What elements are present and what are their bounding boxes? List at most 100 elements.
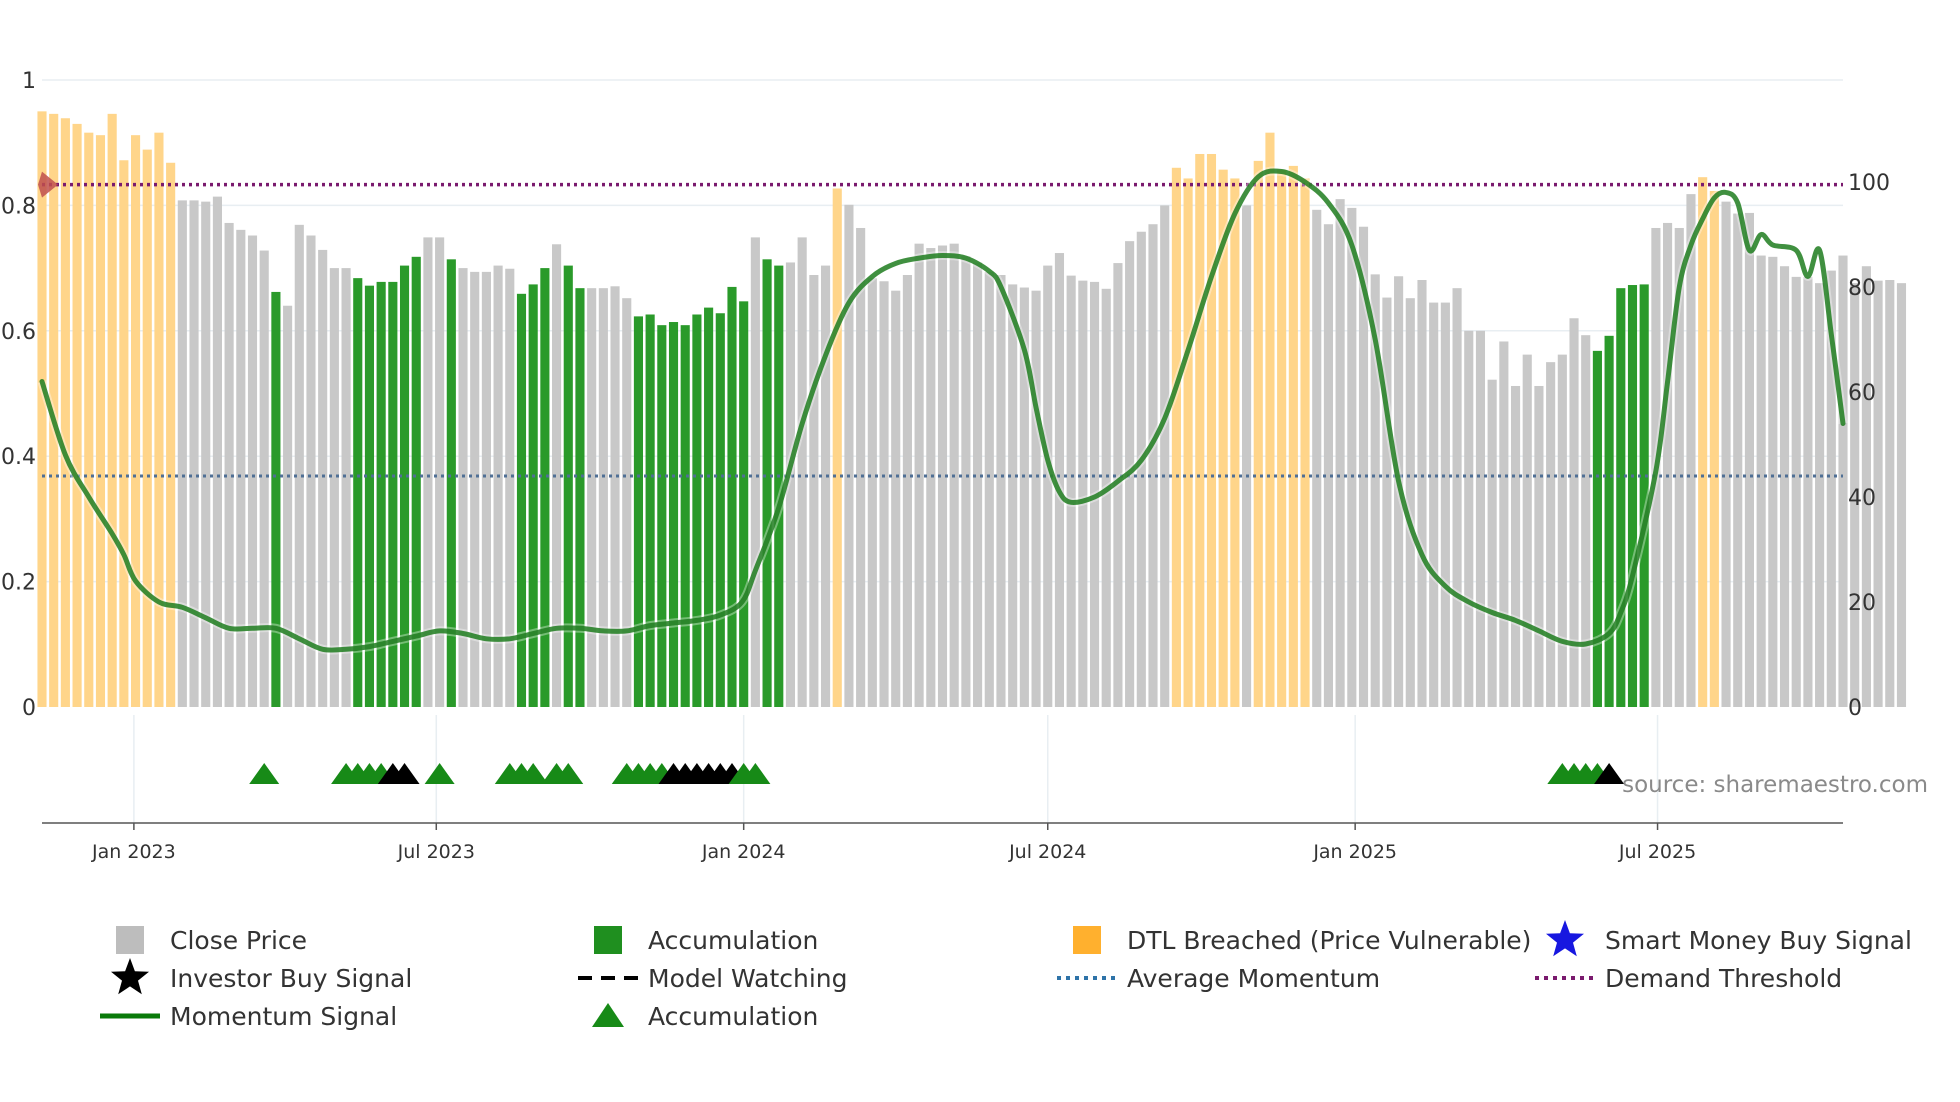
y-left-tick-label: 0.6 (1, 320, 36, 345)
y-left-tick-label: 0 (22, 696, 36, 721)
bar-close (236, 229, 246, 707)
bar-close (201, 201, 211, 707)
bar-close (797, 237, 807, 707)
bar-dtl (1253, 160, 1263, 707)
bar-close (1499, 341, 1509, 707)
bar-close (1838, 255, 1848, 707)
bar-close (1475, 330, 1486, 707)
bar-accum (376, 281, 386, 707)
bar-close (1861, 266, 1871, 707)
bar-accum (692, 314, 702, 707)
legend: Close Price Accumulation DTL Breached (Pri… (100, 920, 1912, 1031)
legend-item: Demand Threshold (1535, 964, 1842, 993)
legend-label: Smart Money Buy Signal (1605, 926, 1912, 955)
bar-accum (411, 256, 421, 707)
bar-close (1779, 266, 1790, 707)
bar-close (1370, 274, 1380, 707)
legend-star-icon (111, 958, 149, 995)
signal-triangle-green (518, 763, 549, 784)
bar-dtl (60, 118, 70, 707)
bar-close (587, 288, 597, 707)
bar-close (1686, 194, 1696, 707)
bar-accum (388, 281, 398, 707)
legend-item: Smart Money Buy Signal (1546, 920, 1912, 957)
bar-close (224, 222, 234, 707)
bar-close (1721, 201, 1731, 707)
legend-item: Accumulation (592, 1002, 818, 1031)
bar-close (926, 248, 936, 707)
bar-dtl (1265, 132, 1275, 708)
bar-close (1113, 263, 1123, 707)
bar-close (1054, 253, 1065, 707)
bar-close (1347, 207, 1357, 707)
bar-close (891, 290, 901, 707)
signal-triangle-green (424, 763, 455, 784)
bar-close (1768, 256, 1778, 707)
bar-dtl (49, 113, 59, 707)
legend-item: Momentum Signal (100, 1002, 397, 1031)
bar-close (177, 200, 187, 707)
bar-close (505, 268, 515, 707)
bar-close (1873, 280, 1883, 707)
bar-close (318, 249, 328, 708)
legend-label: Investor Buy Signal (170, 964, 412, 993)
bar-dtl (95, 135, 106, 707)
legend-label: Average Momentum (1127, 964, 1380, 993)
bar-close (1885, 280, 1895, 707)
legend-item: Model Watching (578, 964, 848, 993)
bar-close (902, 274, 912, 707)
bar-close (552, 244, 562, 708)
bar-close (610, 286, 620, 707)
bar-dtl (1230, 178, 1240, 708)
bar-close (1335, 199, 1345, 707)
bar-close (1534, 385, 1544, 707)
legend-label: Accumulation (648, 1002, 818, 1031)
bar-close (984, 271, 994, 707)
bar-close (1850, 283, 1860, 707)
legend-label: DTL Breached (Price Vulnerable) (1127, 926, 1531, 955)
bars (37, 111, 1907, 708)
legend-label: Accumulation (648, 926, 818, 955)
momentum-line (39, 168, 1846, 653)
bar-close (844, 204, 854, 707)
bar-close (1896, 283, 1907, 707)
legend-label: Momentum Signal (170, 1002, 397, 1031)
bar-accum (657, 325, 667, 707)
y-left-tick-label: 0.4 (1, 445, 36, 470)
y-right-tick-label: 60 (1848, 381, 1876, 406)
bar-close (1522, 354, 1532, 707)
legend-item: DTL Breached (Price Vulnerable) (1073, 926, 1531, 955)
bar-close (470, 271, 480, 707)
reference-lines (38, 171, 1843, 478)
bar-close (1546, 362, 1556, 707)
bar-close (1674, 227, 1684, 708)
signal-triangle-green (249, 763, 280, 784)
bar-close (1440, 302, 1450, 707)
bar-dtl (1709, 190, 1719, 707)
bar-close (341, 268, 351, 707)
momentum-signal (37, 166, 1848, 655)
bar-dtl (1171, 167, 1181, 707)
bar-close (1405, 298, 1415, 707)
bar-dtl (166, 162, 176, 707)
legend-item: Accumulation (594, 926, 818, 955)
bar-dtl (1206, 153, 1217, 708)
y-right-tick-label: 100 (1848, 171, 1890, 196)
axes: 0 0.2 0.4 0.6 0.8 1 0 20 40 60 80 100 Jan 2023 Jul 20… (1, 69, 1890, 863)
bar-close (259, 250, 269, 707)
bar-accum (668, 322, 679, 707)
bar-accum (774, 265, 784, 707)
bar-dtl (130, 135, 141, 707)
bar-close (996, 274, 1006, 707)
bar-close (1358, 226, 1369, 707)
bar-close (1744, 212, 1755, 707)
legend-label: Model Watching (648, 964, 848, 993)
bar-close (1581, 335, 1591, 707)
bar-close (1242, 205, 1252, 707)
bar-close (294, 224, 304, 707)
bar-accum (762, 259, 772, 707)
x-tick-label: Jul 2025 (1618, 841, 1696, 863)
y-right-tick-label: 40 (1848, 486, 1876, 511)
y-right-tick-label: 20 (1848, 591, 1876, 616)
bar-accum (727, 286, 737, 707)
